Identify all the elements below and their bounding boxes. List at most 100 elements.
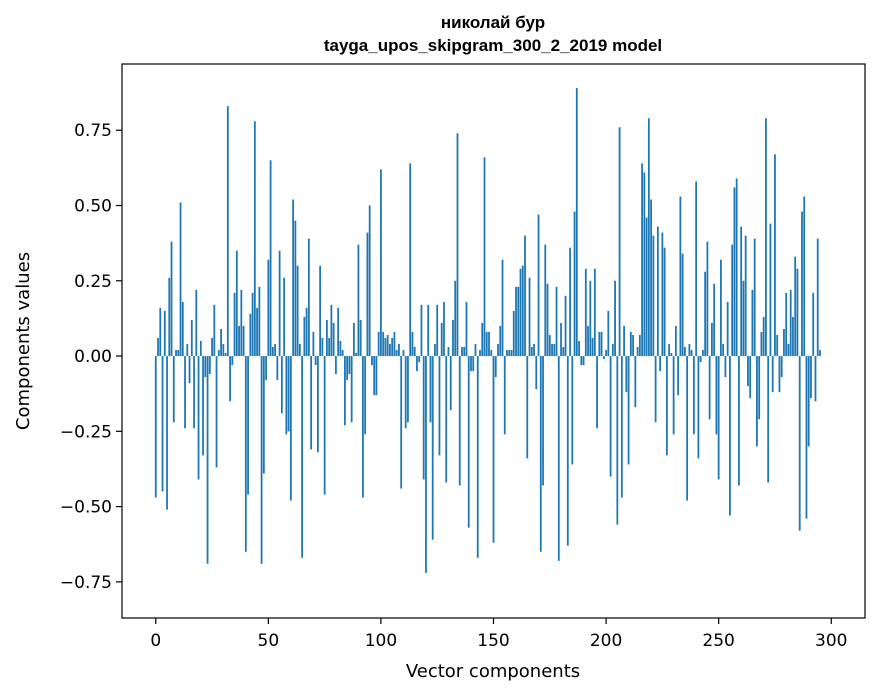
bar-component-222	[654, 356, 657, 423]
bar-component-4	[163, 310, 166, 357]
bar-component-31	[224, 353, 227, 357]
bar-component-121	[427, 304, 430, 357]
bar-component-220	[650, 199, 653, 357]
bar-component-34	[231, 356, 234, 366]
bar-component-190	[582, 356, 585, 366]
bar-component-178	[555, 286, 558, 357]
bar-component-75	[323, 356, 326, 495]
bar-component-277	[778, 356, 781, 393]
bar-component-114	[411, 331, 414, 357]
bar-component-134	[456, 133, 459, 357]
bar-component-51	[269, 160, 272, 357]
bar-component-292	[812, 292, 815, 357]
bar-component-182	[564, 295, 567, 357]
bar-component-228	[668, 344, 671, 357]
bar-component-209	[625, 356, 628, 393]
bar-component-183	[566, 356, 569, 546]
bar-component-38	[240, 289, 243, 357]
bar-component-159	[512, 310, 515, 357]
bar-component-129	[445, 356, 448, 483]
x-axis-ticks: 0 50 100 150 200 250 300	[150, 618, 847, 651]
bar-component-198	[600, 331, 603, 357]
bar-component-215	[638, 334, 641, 357]
bar-component-158	[510, 350, 513, 357]
bar-component-53	[274, 344, 276, 357]
bar-component-251	[720, 259, 722, 357]
bar-component-181	[562, 347, 565, 357]
bar-component-256	[731, 244, 734, 357]
bar-component-218	[645, 217, 648, 357]
bar-component-115	[413, 347, 416, 357]
bar-component-83	[341, 350, 344, 357]
bar-component-189	[580, 356, 583, 366]
bar-component-100	[380, 169, 382, 357]
bar-component-39	[242, 325, 245, 357]
bar-component-117	[418, 356, 421, 363]
bar-component-174	[546, 283, 549, 357]
bar-component-225	[661, 232, 664, 357]
y-tick-label: 0.75	[74, 121, 112, 141]
y-tick-label: −0.50	[60, 498, 112, 518]
bar-component-276	[776, 334, 779, 357]
bar-component-274	[771, 356, 774, 393]
bar-component-272	[767, 356, 770, 483]
bar-component-268	[758, 356, 761, 420]
bar-component-56	[280, 356, 283, 414]
bar-component-30	[222, 344, 225, 357]
bar-component-70	[312, 331, 315, 357]
bar-component-98	[375, 356, 378, 396]
bar-component-166	[528, 277, 531, 357]
bar-component-165	[526, 356, 529, 459]
bar-component-219	[647, 118, 650, 357]
bar-component-264	[749, 356, 752, 399]
bar-component-237	[688, 344, 691, 357]
bar-component-32	[226, 106, 229, 357]
bar-component-74	[321, 337, 324, 357]
bar-component-81	[337, 307, 340, 357]
bar-component-194	[591, 337, 594, 357]
bar-component-19	[197, 356, 200, 480]
bar-component-200	[605, 350, 607, 357]
bar-component-278	[780, 356, 783, 378]
bar-component-25	[211, 337, 213, 357]
bar-component-187	[575, 88, 578, 357]
bar-component-29	[220, 328, 222, 357]
bar-component-262	[744, 235, 747, 357]
bar-component-89	[355, 353, 358, 357]
y-tick-label: 0.50	[74, 197, 112, 217]
bar-component-12	[181, 301, 184, 357]
bar-component-151	[494, 356, 497, 378]
bar-component-110	[402, 350, 405, 357]
bar-component-128	[443, 301, 445, 357]
bar-component-36	[235, 250, 238, 357]
x-tick-label: 250	[702, 631, 734, 651]
bar-component-162	[519, 268, 522, 357]
bar-component-123	[431, 356, 434, 540]
bar-component-214	[636, 347, 639, 357]
bar-component-257	[733, 187, 736, 357]
bar-component-188	[578, 341, 580, 357]
bar-component-196	[596, 356, 598, 429]
bar-component-280	[785, 292, 788, 357]
bar-component-14	[186, 344, 189, 357]
bar-component-144	[479, 350, 481, 357]
bar-component-242	[699, 356, 702, 363]
bar-component-175	[548, 334, 551, 357]
bar-component-27	[215, 356, 218, 468]
bar-component-101	[382, 331, 385, 357]
bar-component-130	[447, 347, 450, 357]
y-tick-label: 0.00	[74, 347, 112, 367]
bar-component-164	[524, 235, 526, 357]
bar-component-201	[607, 310, 610, 357]
bar-component-116	[416, 356, 418, 372]
bar-component-44	[253, 121, 256, 357]
bar-component-243	[701, 350, 704, 357]
bar-component-271	[765, 118, 767, 357]
bar-component-124	[434, 344, 436, 357]
bar-component-291	[810, 356, 812, 399]
bar-component-227	[665, 356, 668, 456]
bar-component-207	[620, 356, 623, 498]
bar-component-58	[285, 356, 288, 435]
bar-component-150	[492, 356, 495, 543]
bar-component-258	[735, 178, 738, 357]
